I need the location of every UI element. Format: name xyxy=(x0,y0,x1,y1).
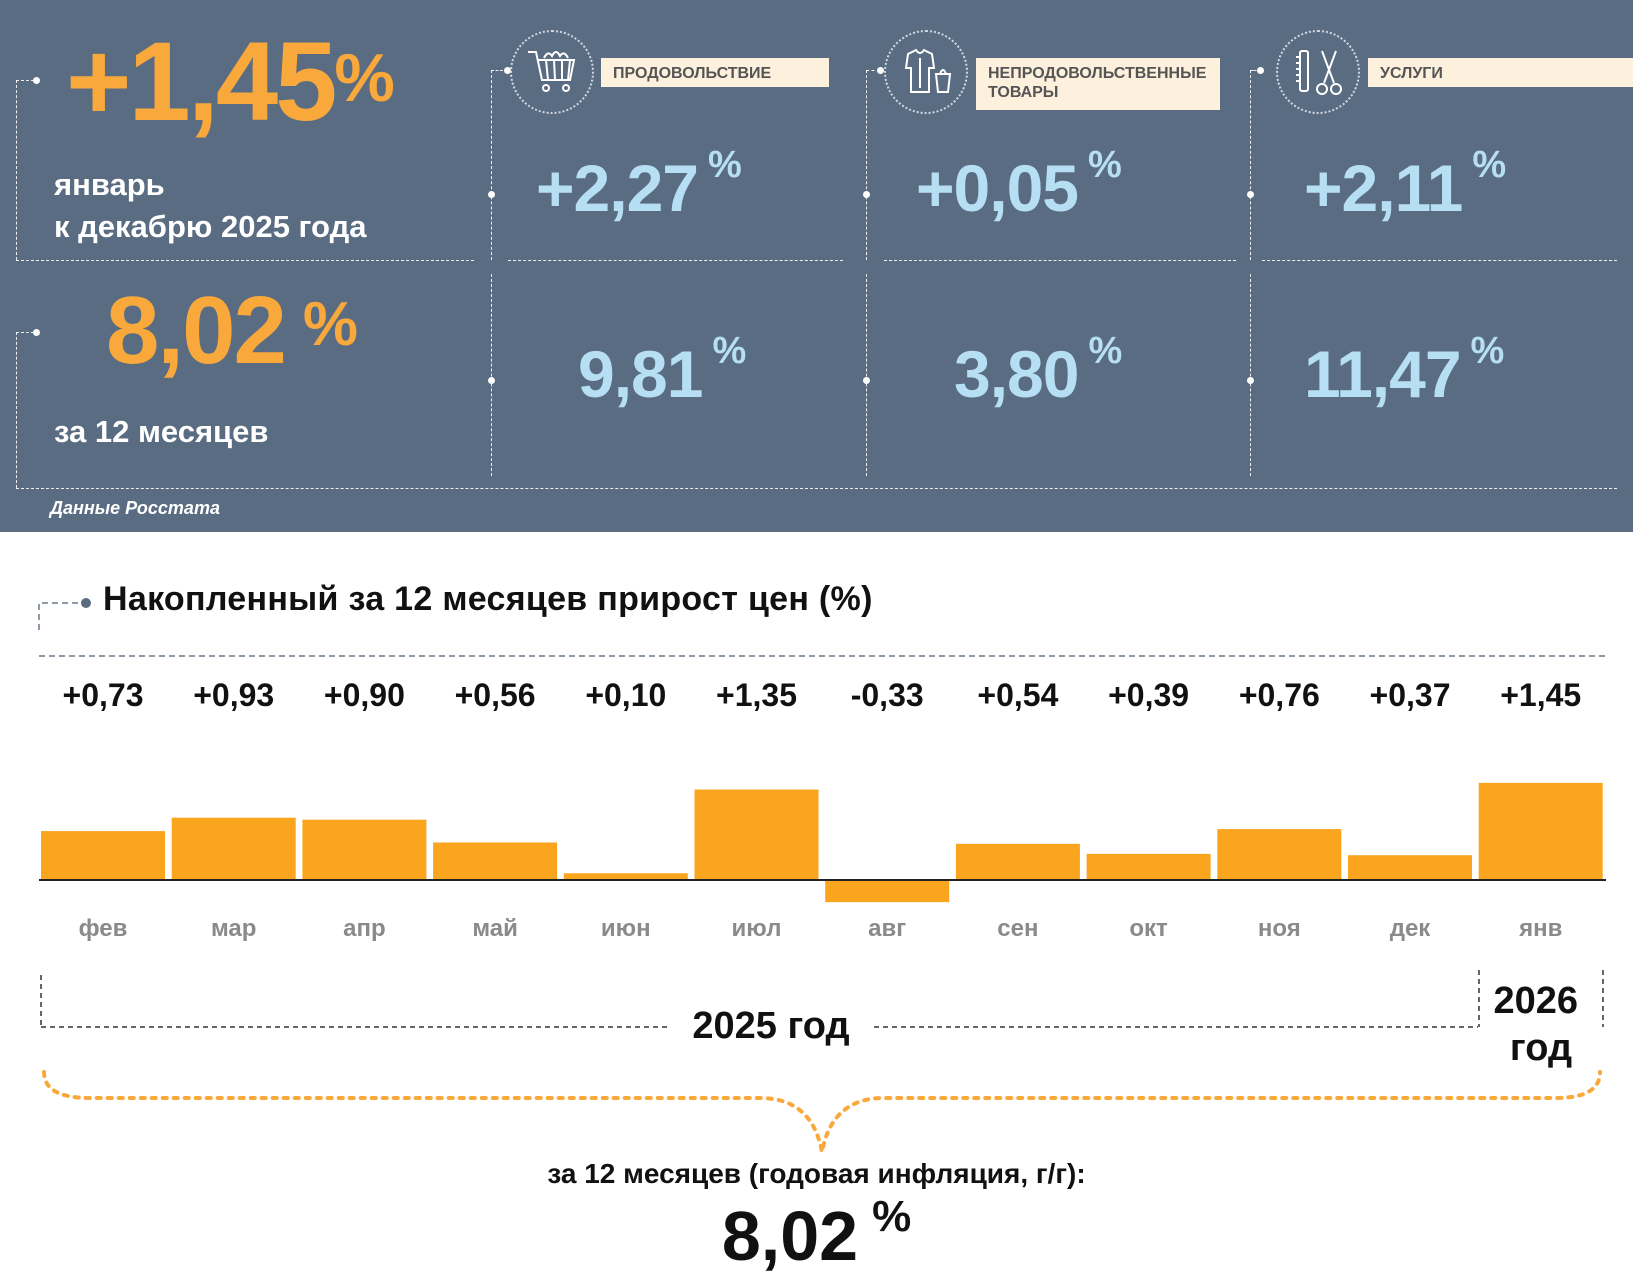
divider xyxy=(1250,70,1251,260)
nonfood-monthly-value: +0,05% xyxy=(916,144,1122,225)
bullet-dot xyxy=(488,191,495,198)
month-label: мар xyxy=(211,915,256,942)
value-label: +0,93 xyxy=(193,677,274,713)
divider xyxy=(491,70,492,260)
value-label: +0,76 xyxy=(1239,677,1320,713)
annual-caption: за 12 месяцев xyxy=(54,414,269,449)
value-label: +0,10 xyxy=(585,677,666,713)
month-label: апр xyxy=(343,915,386,942)
bar-янв xyxy=(1478,782,1603,880)
footer-caption: за 12 месяцев (годовая инфляция, г/г): xyxy=(547,1158,1086,1189)
divider xyxy=(1262,260,1617,261)
divider xyxy=(866,70,880,71)
bullet-dot xyxy=(504,67,511,74)
services-monthly-value: +2,11% xyxy=(1304,144,1506,225)
comb-scissors-icon xyxy=(1276,30,1360,114)
month-label: авг xyxy=(868,915,906,942)
annual-headline-value: 8,02% xyxy=(106,277,358,384)
divider xyxy=(491,274,492,476)
bar-май xyxy=(433,842,558,880)
summary-brace xyxy=(42,1070,1602,1153)
bullet-dot xyxy=(1257,67,1264,74)
month-labels: фев мар апр май июн июл авг сен окт ноя дек янв xyxy=(79,915,1563,942)
value-label: +0,39 xyxy=(1108,677,1189,713)
footer-annual-value: 8,02% xyxy=(721,1192,912,1275)
bullet-dot xyxy=(1247,377,1254,384)
bar-окт xyxy=(1086,853,1211,880)
value-label: +0,90 xyxy=(324,677,405,713)
month-label: сен xyxy=(997,915,1038,942)
month-label: дек xyxy=(1390,915,1432,942)
month-label: янв xyxy=(1518,915,1562,942)
bar-фев xyxy=(41,831,165,880)
monthly-caption: январь к декабрю 2025 года xyxy=(54,167,367,244)
food-annual-value: 9,81% xyxy=(578,330,746,411)
bullet-dot xyxy=(863,191,870,198)
year-label-2025: 2025 год xyxy=(692,1005,849,1047)
value-label: -0,33 xyxy=(851,677,924,713)
month-label: июл xyxy=(732,915,782,942)
month-label: окт xyxy=(1129,915,1168,942)
month-label: фев xyxy=(79,915,128,942)
category-label-nonfood: НЕПРОДОВОЛЬСТВЕННЫЕ ТОВАРЫ xyxy=(976,58,1220,110)
divider xyxy=(1250,274,1251,476)
bar-авг xyxy=(825,880,950,903)
title-bracket xyxy=(38,602,84,630)
summary-panel: +1,45% январь к декабрю 2025 года 8,02% … xyxy=(0,0,1633,532)
value-label: +1,45 xyxy=(1500,677,1581,713)
shopping-cart-icon xyxy=(510,30,594,114)
divider xyxy=(866,70,867,260)
month-label: ноя xyxy=(1258,915,1301,942)
value-label: +0,73 xyxy=(63,677,144,713)
food-monthly-value: +2,27% xyxy=(536,144,742,225)
monthly-headline-value: +1,45% xyxy=(66,19,395,144)
value-label: +1,35 xyxy=(716,677,797,713)
bullet-dot xyxy=(863,377,870,384)
divider xyxy=(866,274,867,476)
title-bullet xyxy=(81,598,91,608)
bar-июл xyxy=(694,789,819,880)
bullet-dot xyxy=(488,377,495,384)
value-label: +0,37 xyxy=(1370,677,1451,713)
divider xyxy=(16,80,17,260)
divider xyxy=(16,80,34,81)
bars xyxy=(41,782,1603,903)
category-label-food: ПРОДОВОЛЬСТВИЕ xyxy=(601,58,829,87)
divider xyxy=(16,332,17,488)
bar-июн xyxy=(563,873,688,880)
month-label: июн xyxy=(601,915,651,942)
bullet-dot xyxy=(877,67,884,74)
bullet-dot xyxy=(1247,191,1254,198)
divider xyxy=(491,70,503,71)
divider xyxy=(16,488,1617,489)
divider xyxy=(16,260,474,261)
month-label: май xyxy=(472,915,518,942)
nonfood-annual-value: 3,80% xyxy=(954,330,1122,411)
value-labels: +0,73 +0,93 +0,90 +0,56 +0,10 +1,35 -0,33 +0,54… xyxy=(63,677,1582,713)
bar-сен xyxy=(955,843,1080,880)
category-label-services: УСЛУГИ xyxy=(1368,58,1633,87)
value-label: +0,54 xyxy=(977,677,1058,713)
source-note: Данные Росстата xyxy=(50,498,220,518)
divider xyxy=(1250,70,1260,71)
clothing-icon xyxy=(884,30,968,114)
bullet-dot xyxy=(33,329,40,336)
bar-ноя xyxy=(1217,829,1342,880)
year-label-2026: 2026 год xyxy=(1493,980,1588,1069)
bar-дек xyxy=(1348,855,1472,880)
divider xyxy=(508,260,843,261)
bar-мар xyxy=(171,817,296,880)
divider xyxy=(884,260,1236,261)
bullet-dot xyxy=(33,77,40,84)
bar-апр xyxy=(302,819,427,880)
chart-title: Накопленный за 12 месяцев прирост цен (%… xyxy=(103,580,873,618)
services-annual-value: 11,47% xyxy=(1304,330,1504,411)
value-label: +0,56 xyxy=(455,677,536,713)
divider xyxy=(16,332,34,333)
bar-chart: +0,73 +0,93 +0,90 +0,56 +0,10 +1,35 -0,33 +0,54… xyxy=(38,598,1606,1153)
